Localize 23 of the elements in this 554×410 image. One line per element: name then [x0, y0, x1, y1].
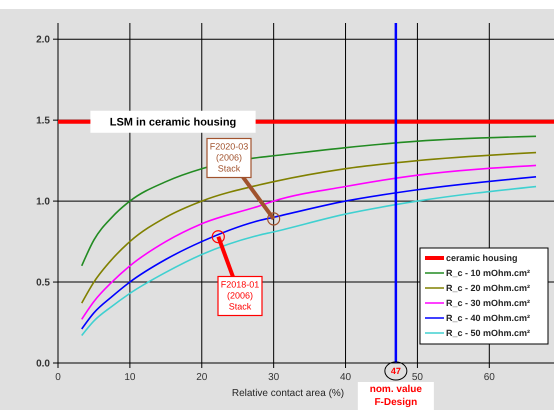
line-series — [80, 136, 537, 267]
legend-label: R_c - 40 mOhm.cm² — [446, 313, 530, 324]
legend-label: ceramic housing — [446, 253, 518, 264]
legend-label: R_c - 30 mOhm.cm² — [446, 298, 530, 308]
ref-line-label: 47 — [390, 366, 401, 376]
text: nom. value F-Design — [370, 384, 422, 408]
x-tick-label: 30 — [268, 372, 280, 383]
annotation: LSM in ceramic housing — [110, 116, 236, 129]
legend-label: R_c - 50 mOhm.cm² — [446, 328, 530, 338]
x-tick-label: 0 — [55, 372, 62, 383]
x-tick-label: 60 — [484, 372, 496, 383]
x-tick-label: 40 — [340, 372, 352, 383]
x-tick-label: 50 — [412, 372, 424, 383]
y-tick-label: 0.5 — [36, 278, 50, 289]
y-tick-label: 2.0 — [36, 34, 50, 46]
x-axis-title: Relative contact area (%) — [232, 388, 344, 399]
y-tick-label: 1.5 — [36, 116, 50, 127]
y-tick-label: 1.0 — [36, 196, 50, 208]
legend-label: R_c - 10 mOhm.cm² — [446, 268, 530, 278]
y-tick-label: 0.0 — [36, 358, 50, 370]
x-tick-label: 10 — [124, 372, 136, 383]
legend-label: R_c - 20 mOhm.cm² — [446, 283, 530, 294]
x-tick-label: 20 — [196, 372, 208, 383]
